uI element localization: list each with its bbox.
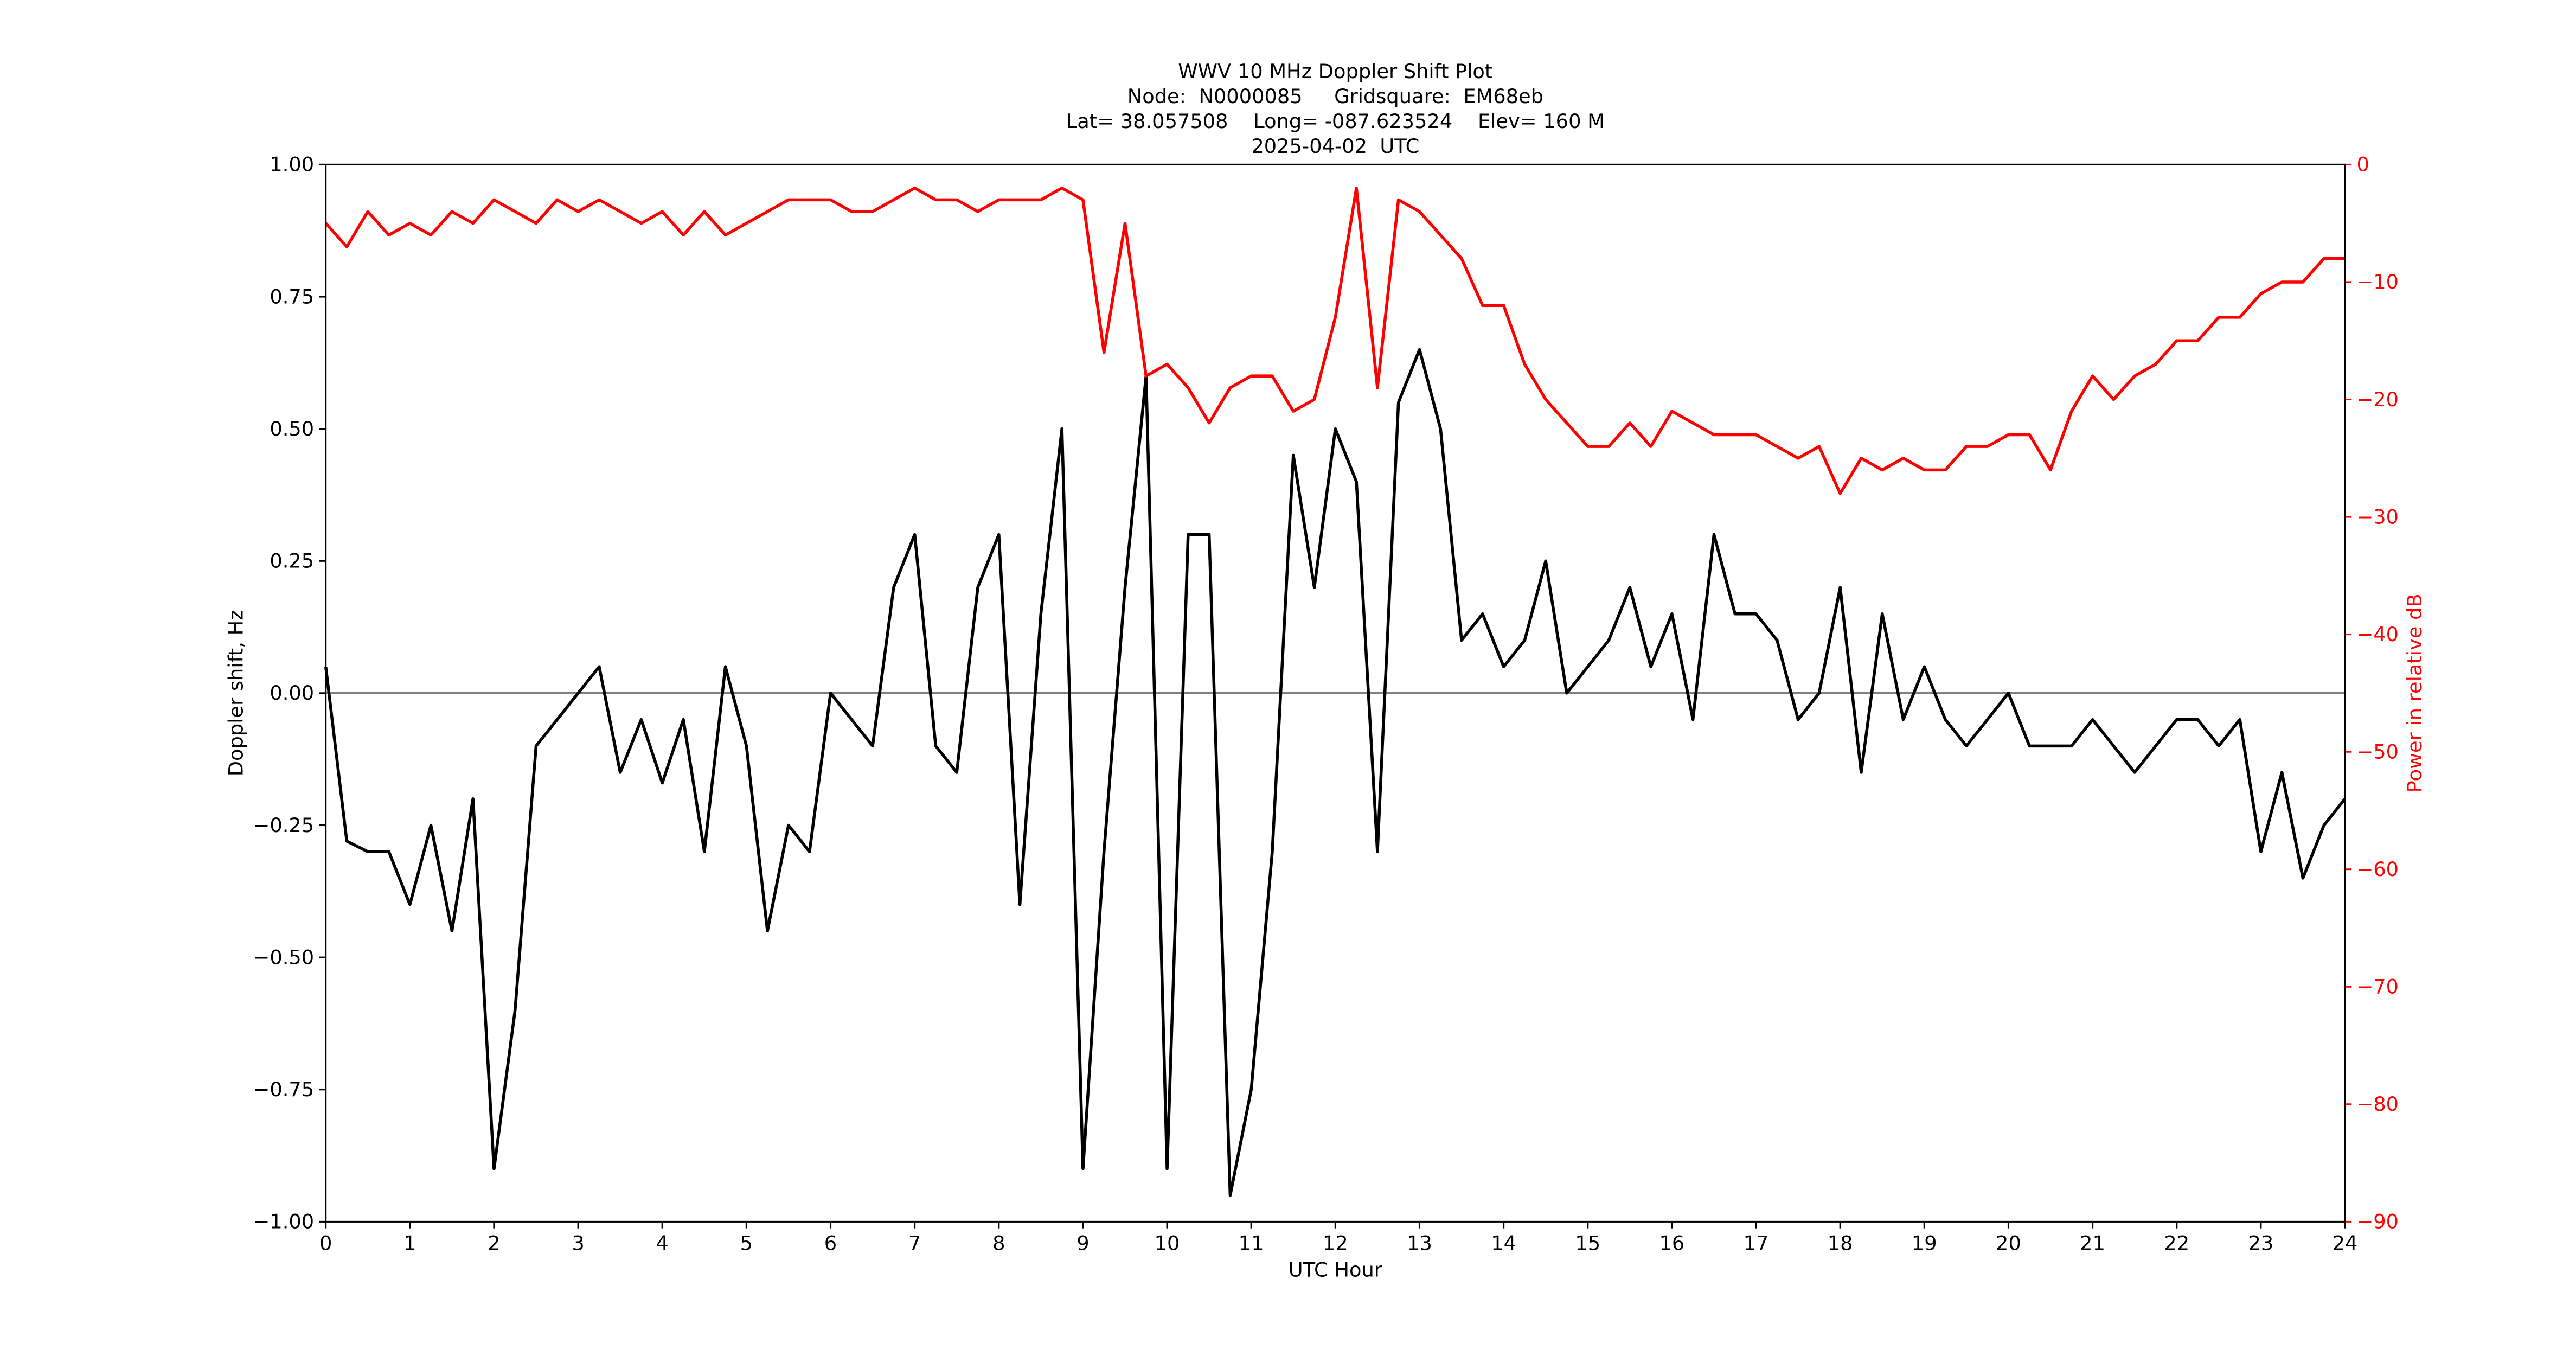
x-tick-label: 17	[1744, 1231, 1769, 1255]
x-tick-label: 5	[740, 1231, 753, 1255]
y2-tick-label: −30	[2356, 505, 2399, 528]
y2-tick-label: −40	[2356, 623, 2399, 646]
y-tick-label: −0.75	[253, 1078, 315, 1101]
series-line	[324, 186, 2346, 495]
x-tick-label: 22	[2164, 1231, 2189, 1255]
y-axis-label: Doppler shift, Hz	[224, 610, 247, 776]
x-tick-label: 24	[2333, 1231, 2358, 1255]
chart-title: Lat= 38.057508 Long= -087.623524 Elev= 1…	[1066, 110, 1605, 133]
x-tick-label: 16	[1659, 1231, 1684, 1255]
x-tick-label: 10	[1155, 1231, 1180, 1255]
x-tick-label: 15	[1575, 1231, 1600, 1255]
x-tick-label: 14	[1491, 1231, 1516, 1255]
y2-tick-label: −70	[2356, 975, 2399, 999]
x-tick-label: 12	[1323, 1231, 1348, 1255]
y-tick-label: −0.50	[253, 945, 315, 969]
y-tick-label: 0.50	[270, 417, 314, 440]
y2-tick-label: 0	[2356, 153, 2369, 176]
y2-tick-label: −60	[2356, 858, 2399, 881]
y2-tick-label: −80	[2356, 1092, 2399, 1116]
x-tick-label: 11	[1239, 1231, 1264, 1255]
x-tick-label: 20	[1996, 1231, 2021, 1255]
x-tick-label: 19	[1912, 1231, 1937, 1255]
x-tick-label: 0	[319, 1231, 332, 1255]
y-tick-label: 0.75	[270, 285, 314, 308]
y-tick-label: 1.00	[270, 153, 314, 176]
y-tick-label: −0.25	[253, 814, 315, 837]
x-tick-label: 18	[1828, 1231, 1853, 1255]
x-tick-label: 13	[1407, 1231, 1432, 1255]
x-tick-label: 6	[824, 1231, 837, 1255]
y2-axis-label: Power in relative dB	[2403, 593, 2426, 792]
y-tick-label: −1.00	[253, 1210, 315, 1233]
x-tick-label: 4	[656, 1231, 669, 1255]
x-tick-label: 7	[908, 1231, 921, 1255]
y-tick-label: 0.25	[270, 549, 314, 573]
x-axis-label: UTC Hour	[1289, 1258, 1383, 1282]
chart-title: Node: N0000085 Gridsquare: EM68eb	[1127, 85, 1543, 108]
y2-tick-label: −50	[2356, 740, 2399, 763]
series-line	[324, 348, 2347, 1197]
x-tick-label: 3	[572, 1231, 584, 1255]
chart-title: 2025-04-02 UTC	[1251, 135, 1419, 158]
y2-tick-label: −10	[2356, 270, 2399, 293]
y-tick-label: 0.00	[270, 681, 314, 705]
x-tick-label: 9	[1076, 1231, 1089, 1255]
plot-frame	[325, 163, 2346, 1223]
x-tick-label: 8	[992, 1231, 1005, 1255]
chart-title: WWV 10 MHz Doppler Shift Plot	[1178, 60, 1492, 83]
x-tick-label: 23	[2248, 1231, 2273, 1255]
x-tick-label: 21	[2080, 1231, 2105, 1255]
y2-tick-label: −20	[2356, 388, 2399, 411]
x-tick-label: 2	[488, 1231, 500, 1255]
x-tick-label: 1	[403, 1231, 416, 1255]
y2-tick-label: −90	[2356, 1210, 2399, 1233]
